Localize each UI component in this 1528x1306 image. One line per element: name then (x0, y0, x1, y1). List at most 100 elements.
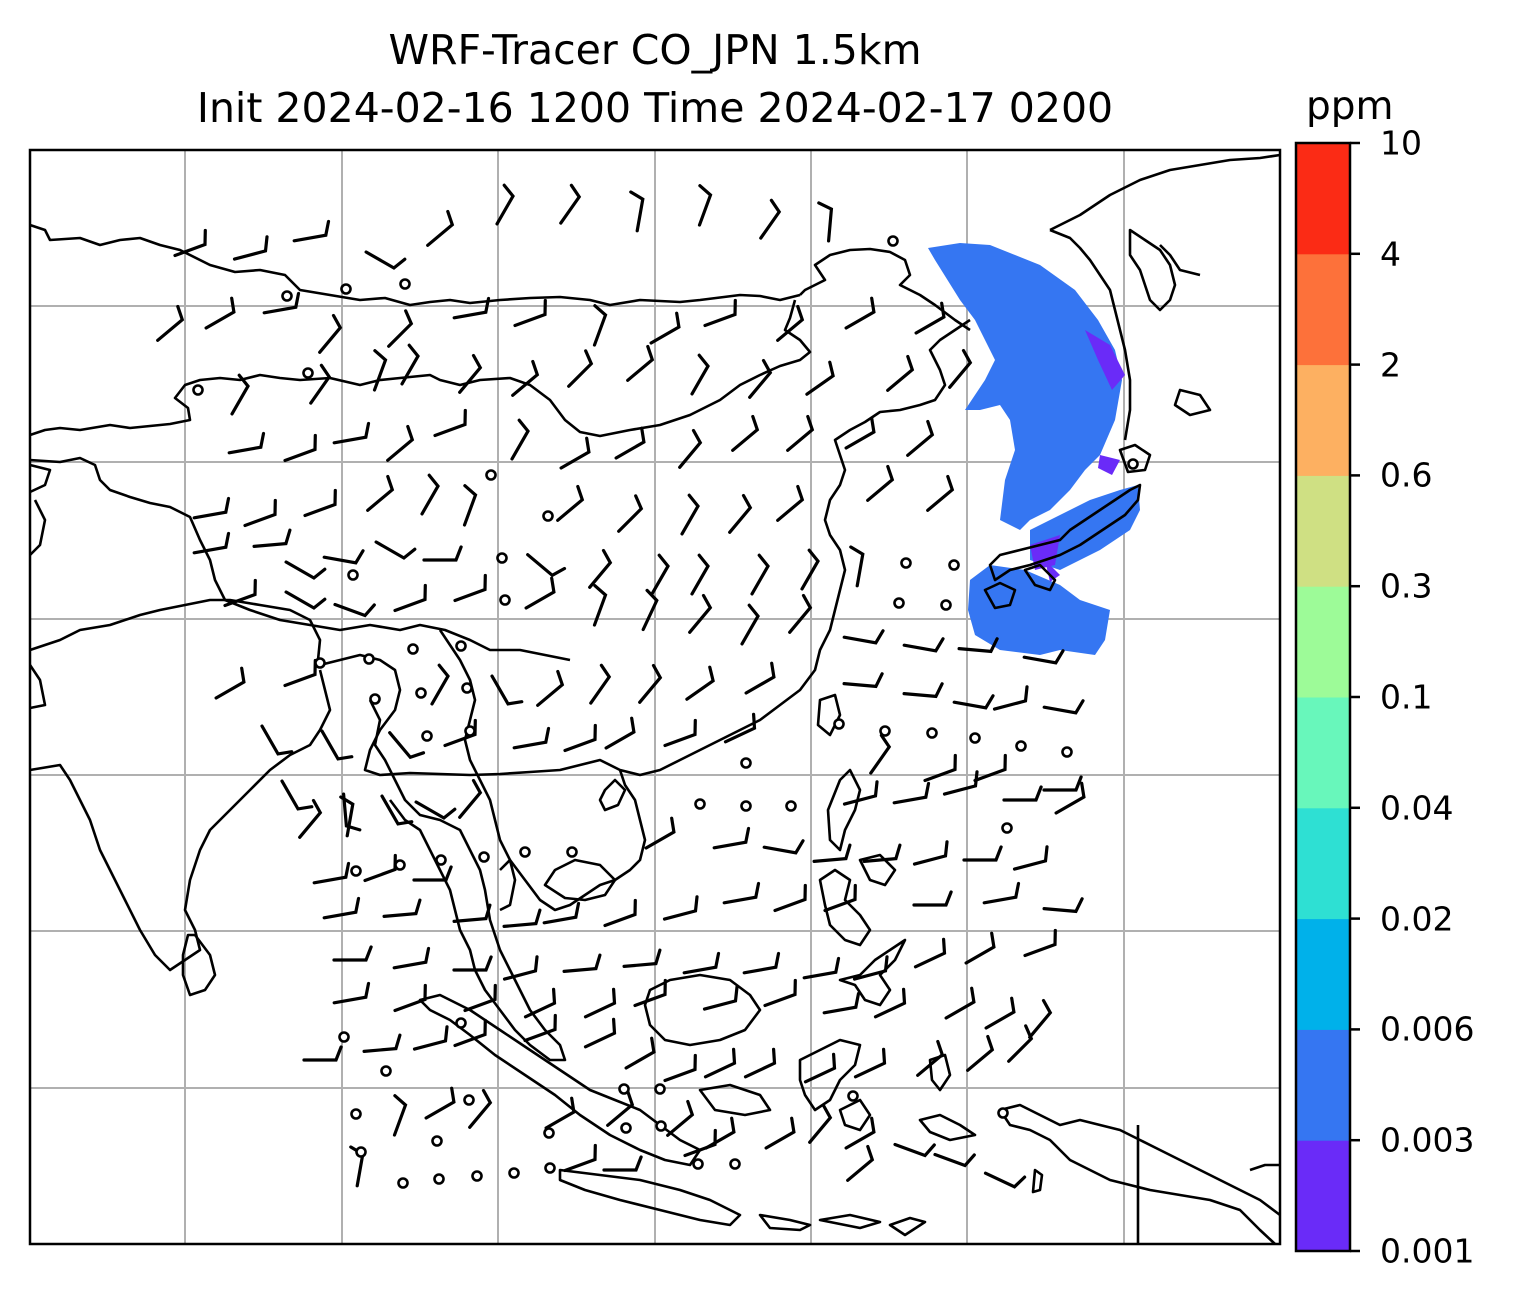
wind-barb (773, 883, 807, 913)
wind-barb (697, 184, 713, 227)
wind-barb (912, 840, 949, 866)
colorbar-tick-label: 0.006 (1380, 1009, 1475, 1049)
wind-barb (592, 304, 608, 347)
calm-circle (948, 559, 960, 571)
calm-circle (926, 727, 938, 739)
calm-circle (461, 682, 473, 694)
wind-barb (966, 1034, 995, 1072)
calm-circle (455, 640, 467, 652)
wind-barb (393, 983, 427, 1013)
colorbar-tick-label: 4 (1380, 234, 1401, 274)
wind-barb (392, 946, 431, 970)
wind-barb (592, 584, 608, 627)
colorbar-segment (1296, 807, 1350, 920)
wind-barb (332, 981, 371, 1005)
wind-barb (342, 792, 362, 832)
wind-barb (803, 1052, 837, 1084)
wind-barb (759, 198, 782, 240)
wind-barb (526, 553, 567, 578)
wind-barb (400, 343, 420, 386)
wind-barb (817, 201, 834, 243)
map-title-line-2: Init 2024-02-16 1200 Time 2024-02-17 020… (196, 84, 1114, 132)
wind-barb (842, 629, 885, 645)
colorbar (1294, 141, 1360, 1253)
wind-barb (562, 953, 602, 973)
wind-barb (422, 545, 463, 562)
colorbar-segment (1296, 586, 1350, 698)
calm-circle (542, 510, 554, 522)
colorbar-unit: ppm (1306, 84, 1394, 129)
wind-barb (685, 665, 715, 701)
wind-barb (800, 548, 820, 591)
wind-barb (776, 484, 805, 522)
calm-circle (566, 846, 578, 858)
calm-circle (463, 1094, 475, 1106)
wind-barb (1042, 897, 1084, 914)
wind-barb (650, 553, 670, 596)
wind-barb (544, 1096, 576, 1130)
wind-barb (588, 548, 613, 589)
colorbar-tick-label: 0.3 (1380, 566, 1433, 606)
wind-barb (983, 1171, 1027, 1189)
wind-barb (629, 190, 645, 233)
wind-barb (906, 419, 935, 457)
calm-circle (740, 757, 752, 769)
wind-barb (283, 433, 317, 463)
wind-barb (309, 363, 332, 405)
wind-barb (728, 493, 753, 534)
wind-barb (364, 250, 407, 270)
colorbar-segment (1296, 1140, 1350, 1252)
wind-barb (495, 183, 515, 226)
calm-circle (421, 730, 433, 742)
wind-barb (678, 428, 703, 469)
wind-barb (322, 896, 361, 920)
wind-barb (567, 349, 594, 388)
wind-barb (453, 573, 487, 603)
wind-barb (502, 908, 542, 928)
map-area (28, 148, 1282, 1246)
wind-barb (633, 978, 667, 1008)
wind-barb (559, 183, 582, 225)
wind-barb (192, 496, 231, 520)
wind-barb (227, 431, 266, 455)
calm-circle (729, 1158, 741, 1170)
calm-circle (997, 1107, 1009, 1119)
wind-barb (866, 464, 895, 502)
wind-barb (559, 436, 591, 470)
calm-circle (478, 851, 490, 863)
wind-barb (964, 931, 996, 965)
calm-circle (1015, 740, 1027, 752)
wind-barb (812, 843, 852, 863)
wind-barb (280, 779, 314, 811)
wind-barb (846, 1144, 875, 1182)
wind-barb (1022, 649, 1065, 665)
wind-barb (844, 1116, 876, 1150)
wind-barb (424, 1086, 456, 1120)
colorbar-tick-label: 10 (1380, 123, 1422, 163)
wind-barb (232, 235, 269, 261)
wind-barb (204, 296, 236, 330)
wind-barb (322, 549, 365, 565)
colorbar-tick-label: 2 (1380, 345, 1401, 385)
wind-barb (192, 531, 231, 555)
wind-barb (523, 987, 557, 1019)
wind-barb (393, 583, 427, 613)
wind-barb (862, 843, 902, 863)
wind-barb (617, 494, 644, 533)
colorbar-tick-label: 0.001 (1380, 1231, 1475, 1271)
wind-barb (452, 296, 491, 320)
wind-barb (372, 349, 388, 392)
wind-barb (604, 716, 636, 750)
colorbar-tick-label: 0.003 (1380, 1120, 1475, 1160)
wind-barb (842, 672, 884, 689)
wind-barb (362, 1033, 402, 1053)
calm-circle (340, 283, 352, 295)
wind-barb (523, 1013, 557, 1043)
wind-barb (388, 731, 426, 760)
calm-circle (785, 800, 797, 812)
wind-barb (1007, 1024, 1034, 1063)
wind-barb (663, 1053, 697, 1083)
calm-circle (692, 1158, 704, 1170)
wind-barb (412, 865, 453, 882)
colorbar-segment (1296, 475, 1350, 587)
